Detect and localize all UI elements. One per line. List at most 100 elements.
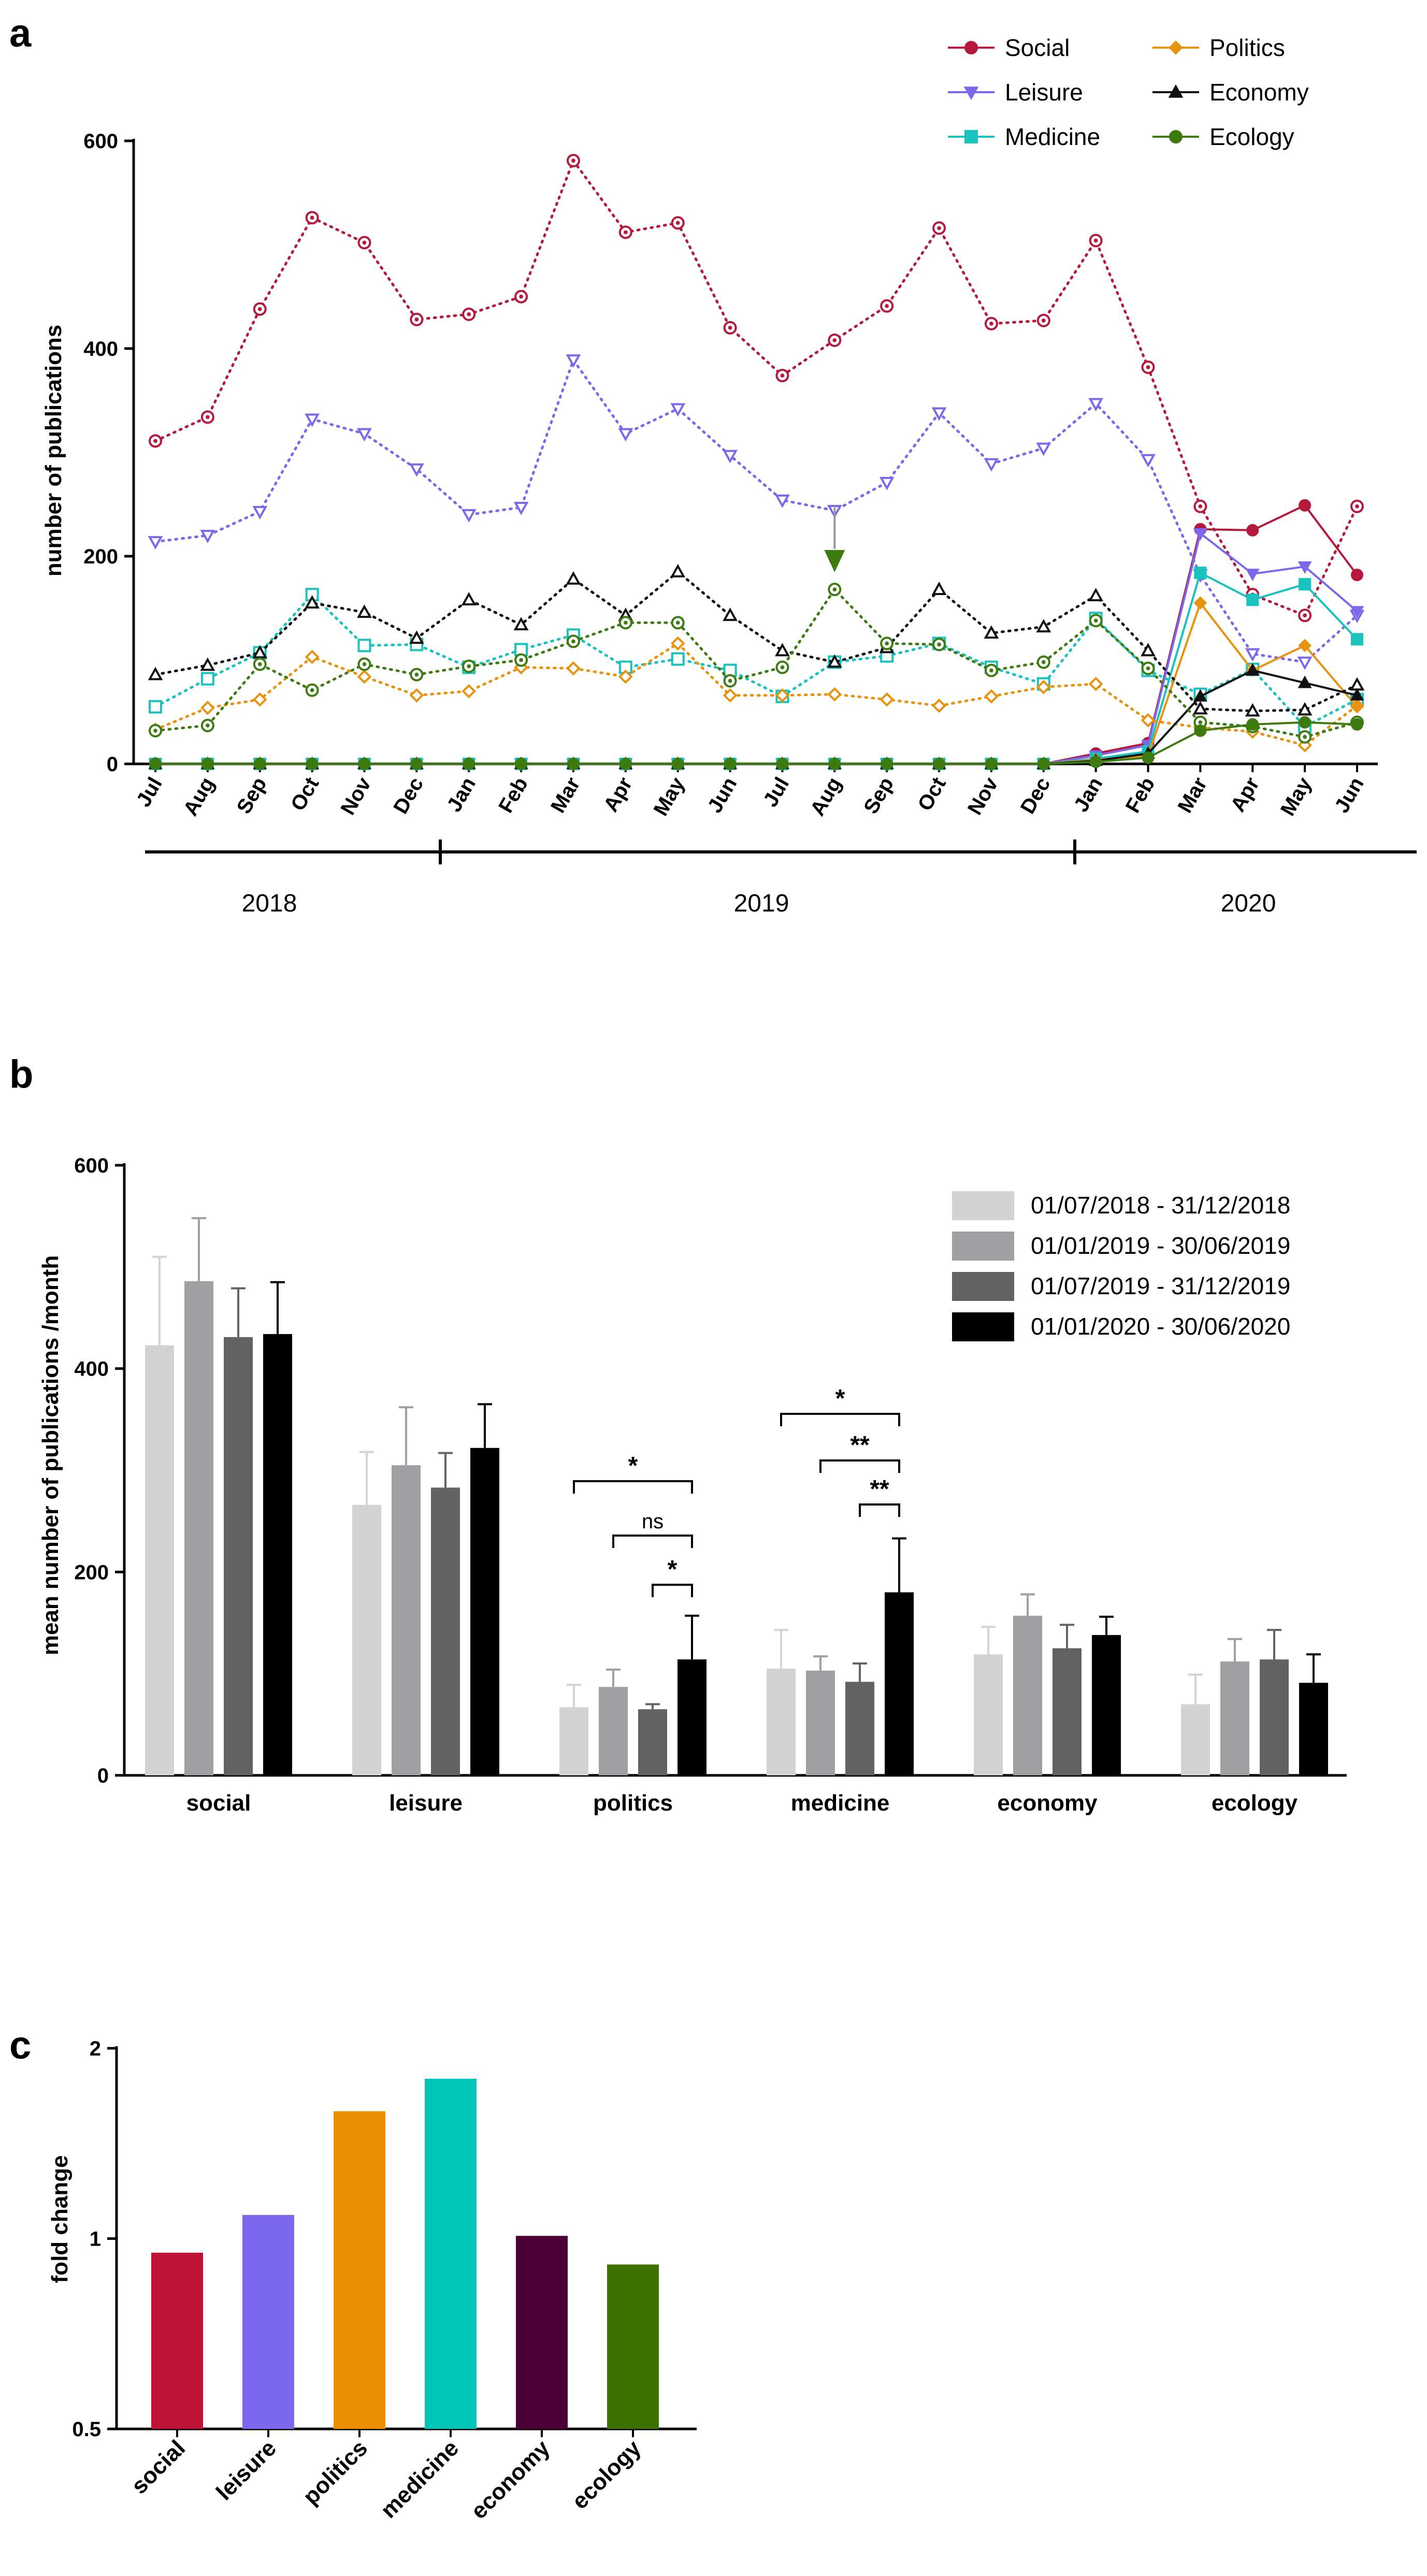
point-ecology-baseline-dot [414,672,419,677]
point-politics-baseline [200,700,215,715]
point-economy-baseline [252,645,268,659]
point-politics-baseline [305,649,320,664]
series-ecology [148,583,1364,770]
point-social-baseline-dot [1093,238,1098,243]
point-ecology-current [463,758,475,770]
bar-social [151,2252,203,2429]
series-medicine-solid-line [155,571,1358,765]
x-tick-label: Jul [759,774,794,811]
series-leisure-dotted-line [154,357,1359,664]
x-tick-label: Sep [233,774,271,818]
point-social-baseline-dot [832,338,837,342]
point-ecology-baseline-dot [937,642,941,647]
point-ecology-current [1246,718,1259,731]
x-tick-label: Sep [859,774,898,818]
point-ecology-baseline-dot [310,688,314,692]
point-leisure-current [1298,561,1312,574]
bracket-line [652,1584,693,1597]
panel-a-year-timeline: 2018 2019 2020 [145,840,1417,917]
point-ecology-current [358,758,371,770]
point-economy-baseline [931,582,947,595]
category-label-leisure: leisure [389,1790,463,1816]
point-social-baseline-dot [414,317,419,322]
category-label-medicine: medicine [791,1790,890,1816]
x-tick-label: Jun [1330,774,1368,817]
point-economy-current [1245,663,1260,676]
legend-item-social: Social [948,34,1070,61]
point-social-baseline-dot [1355,504,1359,509]
category-label-ecology: ecology [567,2435,646,2514]
y-tick-label: 200 [83,545,118,568]
category-label-economy: economy [997,1790,1098,1816]
point-social-baseline-dot [153,439,157,443]
legend-item-3: 01/01/2020 - 30/06/2020 [952,1312,1290,1341]
point-leisure-current [1245,569,1260,582]
x-tick-label: Aug [806,774,846,820]
point-ecology-baseline-dot [675,620,680,625]
y-tick-label: 600 [74,1154,109,1177]
legend-item-ecology: Ecology [1152,123,1294,150]
bar-leisure [242,2215,294,2429]
legend-label: Economy [1209,79,1309,106]
point-ecology-baseline-dot [362,662,367,667]
point-politics-current [1193,596,1207,610]
legend-label: 01/01/2019 - 30/06/2019 [1031,1232,1290,1259]
legend-marker [1168,84,1184,98]
significance-label: ** [870,1475,889,1503]
point-economy-baseline [1036,619,1051,633]
category-label-medicine: medicine [376,2435,464,2523]
legend-label: Social [1005,34,1070,61]
legend-swatch [952,1232,1014,1261]
category-label-social: social [126,2435,190,2499]
significance-bracket: ** [859,1475,900,1517]
point-ecology-current [881,758,893,770]
bar-politics-3 [678,1659,707,1775]
point-ecology-current [567,758,580,770]
point-economy-baseline [1349,677,1365,691]
point-medicine-current [1299,578,1311,591]
bar-leisure-1 [392,1465,421,1775]
y-tick-label: 200 [74,1561,109,1584]
bar-group-leisure: leisure [352,1403,499,1816]
point-leisure-baseline [1036,442,1051,456]
series-economy-dotted-line [154,570,1359,713]
significance-bracket: * [780,1385,900,1426]
point-ecology-baseline-dot [206,723,210,728]
point-leisure-baseline [723,450,738,464]
bar-politics-2 [638,1709,667,1775]
x-tick-label: May [649,773,689,820]
point-economy-baseline [670,563,686,577]
point-ecology-current [671,758,684,770]
panel-c: c fold change 0.5 1 2 social leisure politic… [9,2023,697,2524]
year-label: 2018 [242,890,297,917]
bar-ecology [607,2264,659,2429]
point-economy-baseline [827,654,842,668]
point-politics-baseline [723,688,738,703]
bar-economy-0 [974,1654,1003,1775]
bar-group-medicine: medicine [767,1537,914,1816]
category-label-politics: politics [593,1790,673,1816]
legend-label: Leisure [1005,79,1083,106]
point-leisure-baseline [305,413,320,427]
significance-bracket: * [573,1452,693,1494]
bracket-line [780,1413,900,1426]
point-leisure-baseline [931,407,947,421]
significance-label: * [835,1385,845,1412]
significance-label: * [628,1452,638,1480]
point-leisure-baseline [566,354,581,368]
panel-a-x-ticks: Jul Aug Sep Oct Nov Dec Jan Feb Mar Apr May Jun Jul A… [132,773,1368,820]
point-social-baseline-dot [1198,504,1203,509]
point-politics-baseline [409,688,424,703]
legend-item-economy: Economy [1152,79,1309,106]
point-ecology-current [1299,716,1311,729]
legend-label: Medicine [1005,123,1100,150]
x-tick-label: Jul [132,774,167,811]
bar-social-1 [184,1281,213,1775]
series-medicine [149,567,1364,770]
point-ecology-baseline-dot [1041,660,1046,664]
point-social-current [1350,569,1364,582]
point-social-baseline-dot [310,215,314,220]
x-tick-label: Jan [442,774,480,816]
point-economy-baseline [200,657,215,671]
bar-economy [516,2236,568,2429]
